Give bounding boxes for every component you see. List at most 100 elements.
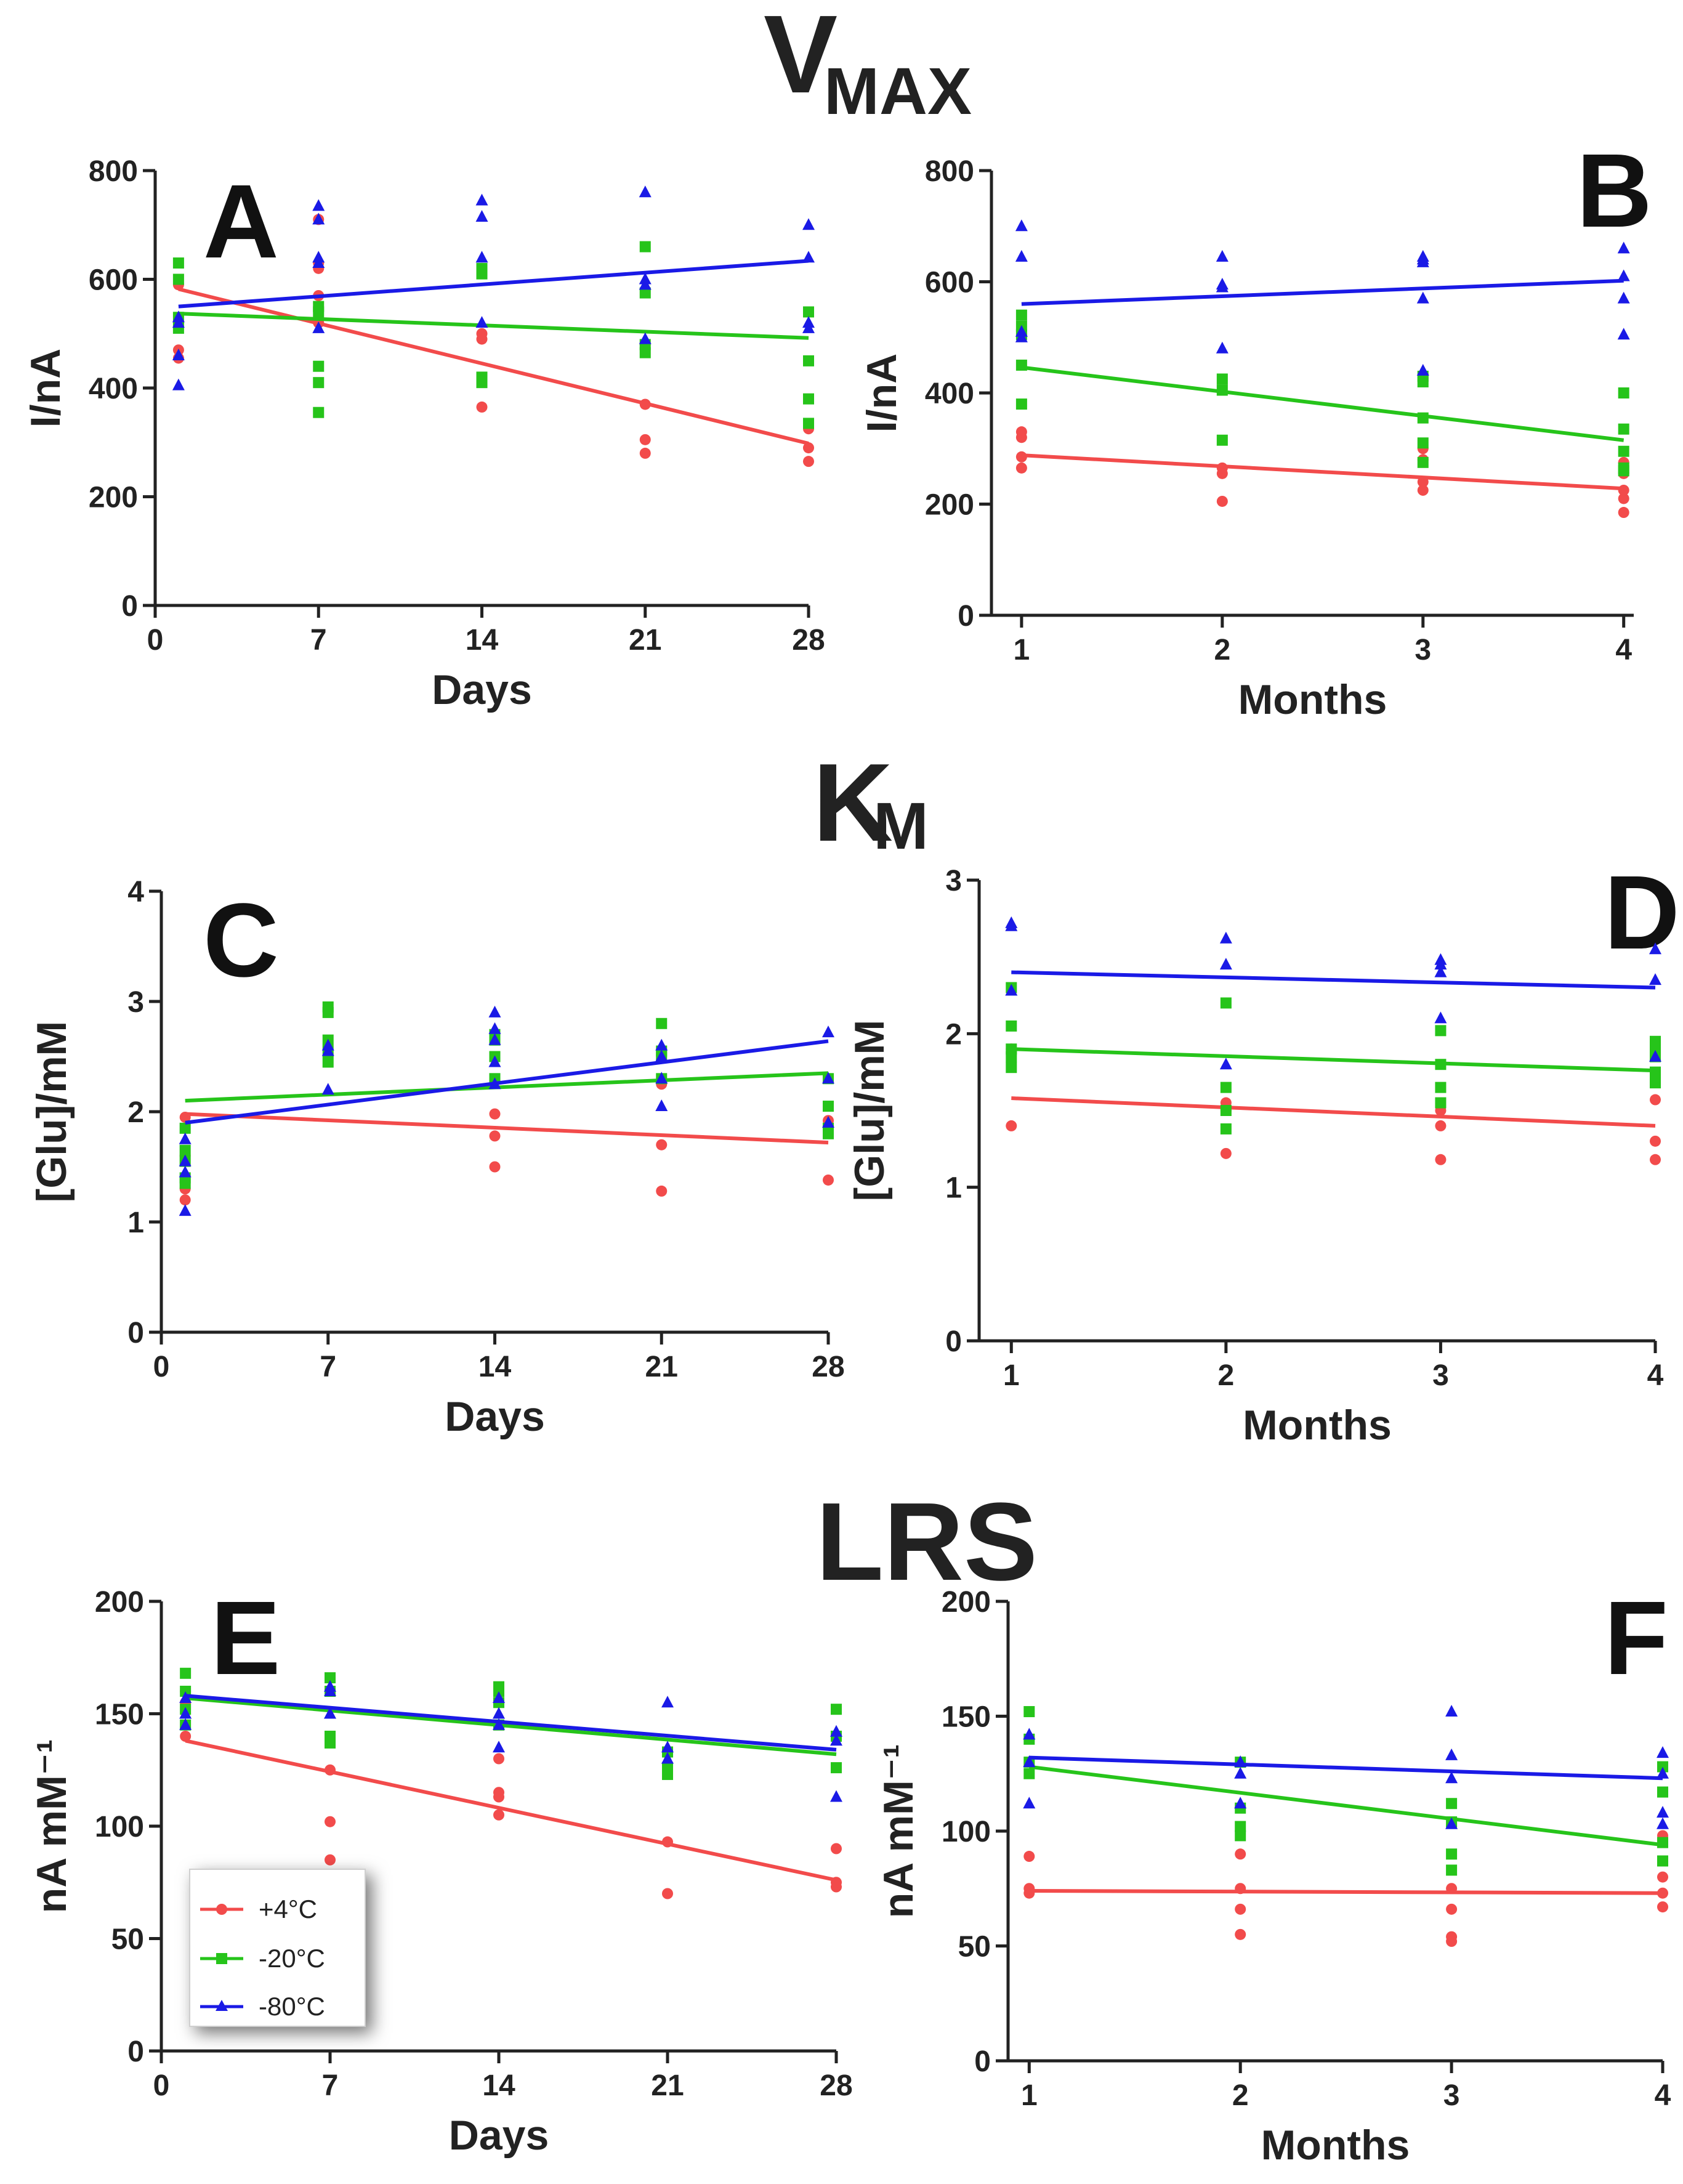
x-axis-title: Months (1238, 676, 1387, 723)
data-point (179, 1154, 192, 1167)
legend-entry: -20°C (200, 1944, 325, 1973)
y-tick-label: 4 (127, 876, 144, 908)
data-point (1650, 1035, 1661, 1047)
x-tick-label: 3 (1415, 634, 1431, 666)
x-tick-label: 7 (320, 1351, 336, 1383)
data-point (830, 1734, 842, 1746)
data-point (1216, 373, 1228, 385)
data-point (179, 1144, 191, 1156)
panel-letter: F (1604, 1580, 1668, 1697)
x-tick-label: 4 (1615, 634, 1632, 666)
data-point (313, 360, 325, 372)
data-point (325, 1854, 336, 1866)
y-tick-label: 3 (945, 865, 962, 897)
data-point (488, 1022, 501, 1034)
y-tick-label: 600 (925, 267, 974, 299)
data-point (1657, 1901, 1668, 1913)
series-+4°C (1023, 1830, 1668, 1947)
x-tick-label: 21 (645, 1351, 678, 1383)
legend-box (189, 1869, 366, 2027)
y-tick-label: 100 (95, 1811, 144, 1843)
data-point (475, 210, 488, 222)
data-point (1435, 1082, 1447, 1093)
y-axis-title: nA mM⁻¹ (875, 1744, 922, 1919)
data-point (1649, 973, 1661, 985)
data-point (823, 1101, 834, 1112)
data-point (1219, 931, 1232, 944)
data-point (803, 442, 814, 454)
x-tick-label: 0 (153, 2069, 170, 2102)
data-point (325, 1731, 336, 1742)
y-axis-title: I/nA (858, 354, 905, 432)
x-tick-label: 14 (482, 2069, 515, 2102)
data-point (1023, 1768, 1035, 1779)
data-point (1657, 1817, 1669, 1829)
data-point (488, 1033, 501, 1045)
y-tick-label: 400 (925, 378, 974, 410)
fit-line (1029, 1755, 1663, 1781)
fit-line (185, 1071, 829, 1103)
data-point (1657, 1855, 1668, 1867)
y-tick-label: 200 (95, 1586, 144, 1619)
fit-line (185, 1039, 829, 1125)
data-point (639, 185, 652, 198)
data-point (1015, 330, 1028, 342)
y-axis-title: [Glu]/mM (28, 1021, 75, 1203)
data-point (1435, 1025, 1447, 1037)
y-tick-label: 400 (89, 373, 138, 405)
data-point (493, 1691, 505, 1703)
x-axis-title: Days (445, 1393, 545, 1440)
fit-line (178, 259, 809, 309)
data-point (1015, 426, 1027, 438)
data-point (179, 1707, 192, 1719)
y-tick-label: 50 (111, 1923, 144, 1956)
data-point (1015, 309, 1027, 321)
series--20°C (1015, 309, 1629, 477)
data-point (324, 1707, 336, 1719)
data-point (1618, 484, 1629, 496)
data-point (313, 301, 325, 312)
data-point (476, 262, 488, 274)
data-point (493, 1787, 504, 1798)
data-point (1657, 1786, 1668, 1798)
data-point (661, 1741, 674, 1753)
series--80°C (1023, 1705, 1669, 1829)
legend-label: +4°C (259, 1895, 317, 1923)
panel-e: 0 50 100 150 200 0 7 14 21 28 Days nA mM⁻¹ E (28, 1580, 853, 2159)
data-point (1416, 363, 1429, 376)
data-point (1235, 1830, 1246, 1842)
data-point (831, 1762, 842, 1774)
y-tick-label: 0 (974, 2045, 991, 2078)
data-point (802, 316, 815, 328)
data-point (1446, 1798, 1458, 1810)
panel-d: 0 1 2 3 1 2 3 4 Months [Glu]/mM D (846, 854, 1680, 1449)
fit-line (1011, 970, 1656, 990)
data-point (1234, 1766, 1247, 1779)
data-point (1216, 495, 1228, 507)
data-point (822, 1025, 834, 1038)
data-point (1446, 1848, 1458, 1860)
data-point (475, 251, 488, 263)
data-point (1657, 1806, 1669, 1818)
panel-b: 0 200 400 600 800 1 2 3 4 Months I/nA B (858, 132, 1652, 723)
data-point (325, 1816, 336, 1827)
x-tick-label: 0 (153, 1351, 170, 1383)
y-tick-label: 50 (958, 1931, 991, 1964)
fit-line (1029, 1888, 1663, 1895)
x-tick-label: 4 (1655, 2079, 1671, 2112)
y-tick-label: 100 (942, 1816, 991, 1848)
data-point (493, 1707, 505, 1719)
data-point (475, 193, 488, 206)
x-tick-label: 28 (820, 2069, 852, 2102)
data-point (1220, 997, 1232, 1009)
data-point (639, 272, 652, 285)
data-point (172, 349, 185, 361)
legend-square-marker (216, 1953, 227, 1964)
data-point (1650, 1077, 1661, 1089)
legend-triangle-marker (216, 2000, 228, 2011)
y-tick-label: 200 (89, 482, 138, 514)
panel-f: 0 50 100 150 200 1 2 3 4 Months nA mM⁻¹ F (875, 1580, 1671, 2169)
legend-label: -20°C (259, 1944, 325, 1973)
data-point (172, 257, 184, 269)
data-point (1657, 1871, 1668, 1883)
